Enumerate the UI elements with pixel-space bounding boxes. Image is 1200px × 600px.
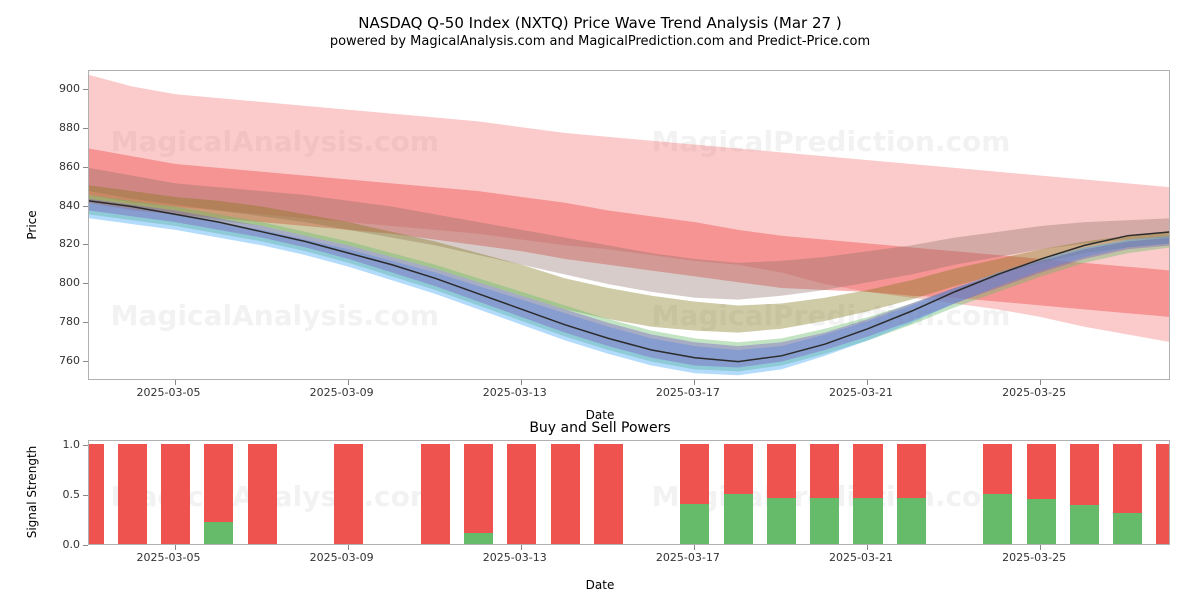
sell-bar	[724, 444, 753, 494]
sell-bar	[88, 444, 104, 544]
bottom-ylabel: Signal Strength	[25, 446, 39, 539]
bottom-xtick-label: 2025-03-13	[483, 551, 547, 564]
sell-bar	[810, 444, 839, 498]
bottom-xtick-mark	[867, 545, 868, 550]
sell-bar	[464, 444, 493, 533]
bottom-ytick-mark	[83, 495, 88, 496]
bottom-xtick-label: 2025-03-25	[1002, 551, 1066, 564]
sell-bar	[767, 444, 796, 498]
buy-bar	[680, 504, 709, 544]
bottom-ytick-label: 1.0	[63, 438, 81, 451]
sell-bar	[1113, 444, 1142, 513]
bottom-xtick-mark	[348, 545, 349, 550]
bottom-ytick-label: 0.5	[63, 488, 81, 501]
bottom-xtick-mark	[1040, 545, 1041, 550]
bottom-plot-area: MagicalAnalysis.comMagicalPrediction.com	[88, 440, 1170, 545]
bottom-xtick-label: 2025-03-09	[310, 551, 374, 564]
sell-bar	[1070, 444, 1099, 505]
bottom-xtick-label: 2025-03-05	[137, 551, 201, 564]
sell-bar	[507, 444, 536, 544]
bottom-xtick-mark	[521, 545, 522, 550]
bottom-chart: Buy and Sell Powers Signal Strength Date…	[0, 0, 1200, 600]
sell-bar	[334, 444, 363, 544]
sell-bar	[161, 444, 190, 544]
buy-bar	[1027, 499, 1056, 544]
sell-bar	[248, 444, 277, 544]
bottom-xtick-mark	[175, 545, 176, 550]
bottom-xtick-label: 2025-03-21	[829, 551, 893, 564]
sell-bar	[1027, 444, 1056, 499]
bottom-xlabel: Date	[0, 578, 1200, 592]
sell-bar	[421, 444, 450, 544]
buy-bar	[1070, 505, 1099, 544]
buy-bar	[724, 494, 753, 544]
sell-bar	[118, 444, 147, 544]
buy-bar	[204, 522, 233, 544]
buy-bar	[983, 494, 1012, 544]
bottom-ytick-mark	[83, 445, 88, 446]
bottom-xtick-label: 2025-03-17	[656, 551, 720, 564]
buy-bar	[464, 533, 493, 544]
sell-bar	[1156, 444, 1170, 544]
buy-bar	[853, 498, 882, 544]
bottom-xtick-mark	[694, 545, 695, 550]
sell-bar	[680, 444, 709, 504]
bottom-ytick-mark	[83, 545, 88, 546]
buy-bar	[767, 498, 796, 544]
bottom-chart-title: Buy and Sell Powers	[0, 420, 1200, 436]
sell-bar	[204, 444, 233, 522]
sell-bar	[983, 444, 1012, 494]
buy-bar	[1113, 513, 1142, 544]
sell-bar	[897, 444, 926, 498]
sell-bar	[551, 444, 580, 544]
buy-bar	[810, 498, 839, 544]
sell-bar	[853, 444, 882, 498]
sell-bar	[594, 444, 623, 544]
buy-bar	[897, 498, 926, 544]
bottom-ytick-label: 0.0	[63, 538, 81, 551]
